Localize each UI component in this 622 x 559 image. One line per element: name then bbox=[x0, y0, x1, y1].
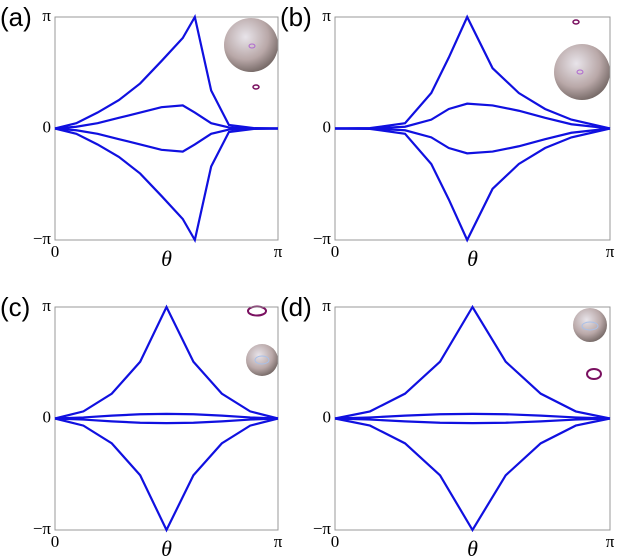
curve bbox=[54, 417, 279, 425]
curve bbox=[54, 127, 279, 244]
y-tick-label: −π bbox=[33, 519, 52, 538]
y-tick-label: π bbox=[42, 296, 51, 315]
x-axis-label: θ bbox=[161, 536, 172, 559]
x-tick-label: 0 bbox=[331, 242, 340, 261]
panel-label: (c) bbox=[0, 292, 30, 322]
plot-frame bbox=[334, 306, 611, 531]
curve bbox=[334, 417, 611, 425]
y-tick-label: π bbox=[322, 6, 331, 25]
y-tick-label: −π bbox=[313, 519, 332, 538]
orbit bbox=[576, 69, 584, 75]
panel-label: (b) bbox=[280, 2, 312, 32]
x-axis-label: θ bbox=[467, 246, 478, 271]
curve bbox=[54, 104, 278, 130]
insets bbox=[224, 18, 610, 380]
curve bbox=[334, 417, 611, 533]
curve bbox=[335, 127, 611, 155]
curve bbox=[54, 304, 279, 420]
orbit bbox=[247, 305, 267, 317]
panel-label: (d) bbox=[280, 292, 312, 322]
orbit bbox=[581, 321, 599, 331]
y-tick-label: π bbox=[322, 296, 331, 315]
x-axis-label: θ bbox=[467, 536, 478, 559]
plot-frame bbox=[54, 306, 279, 531]
y-tick-label: 0 bbox=[323, 407, 332, 426]
orbit bbox=[252, 84, 260, 90]
sphere bbox=[554, 44, 610, 100]
x-tick-label: π bbox=[274, 242, 283, 261]
curve bbox=[54, 13, 279, 130]
sphere bbox=[573, 308, 607, 342]
y-tick-label: −π bbox=[33, 229, 52, 248]
x-tick-label: 0 bbox=[331, 532, 340, 551]
x-tick-label: π bbox=[606, 532, 615, 551]
x-tick-label: π bbox=[606, 242, 615, 261]
sphere bbox=[224, 18, 278, 72]
y-tick-label: 0 bbox=[323, 117, 332, 136]
x-tick-label: 0 bbox=[51, 242, 60, 261]
x-axis-label: θ bbox=[161, 246, 172, 271]
curve bbox=[54, 412, 279, 420]
curve bbox=[334, 127, 611, 243]
panel-label: (a) bbox=[0, 2, 32, 32]
y-tick-label: π bbox=[42, 6, 51, 25]
y-tick-label: −π bbox=[313, 229, 332, 248]
curve bbox=[334, 304, 611, 420]
y-tick-label: 0 bbox=[43, 407, 52, 426]
x-tick-label: 0 bbox=[51, 532, 60, 551]
curve bbox=[54, 127, 278, 153]
curve bbox=[334, 412, 611, 420]
x-tick-label: π bbox=[274, 532, 283, 551]
curve bbox=[54, 417, 279, 533]
curve bbox=[334, 14, 611, 130]
curve bbox=[335, 102, 611, 130]
orbit bbox=[254, 355, 270, 365]
orbit bbox=[572, 19, 580, 25]
orbit bbox=[248, 43, 256, 49]
sphere bbox=[246, 344, 278, 376]
y-tick-label: 0 bbox=[43, 117, 52, 136]
orbit bbox=[586, 368, 602, 380]
